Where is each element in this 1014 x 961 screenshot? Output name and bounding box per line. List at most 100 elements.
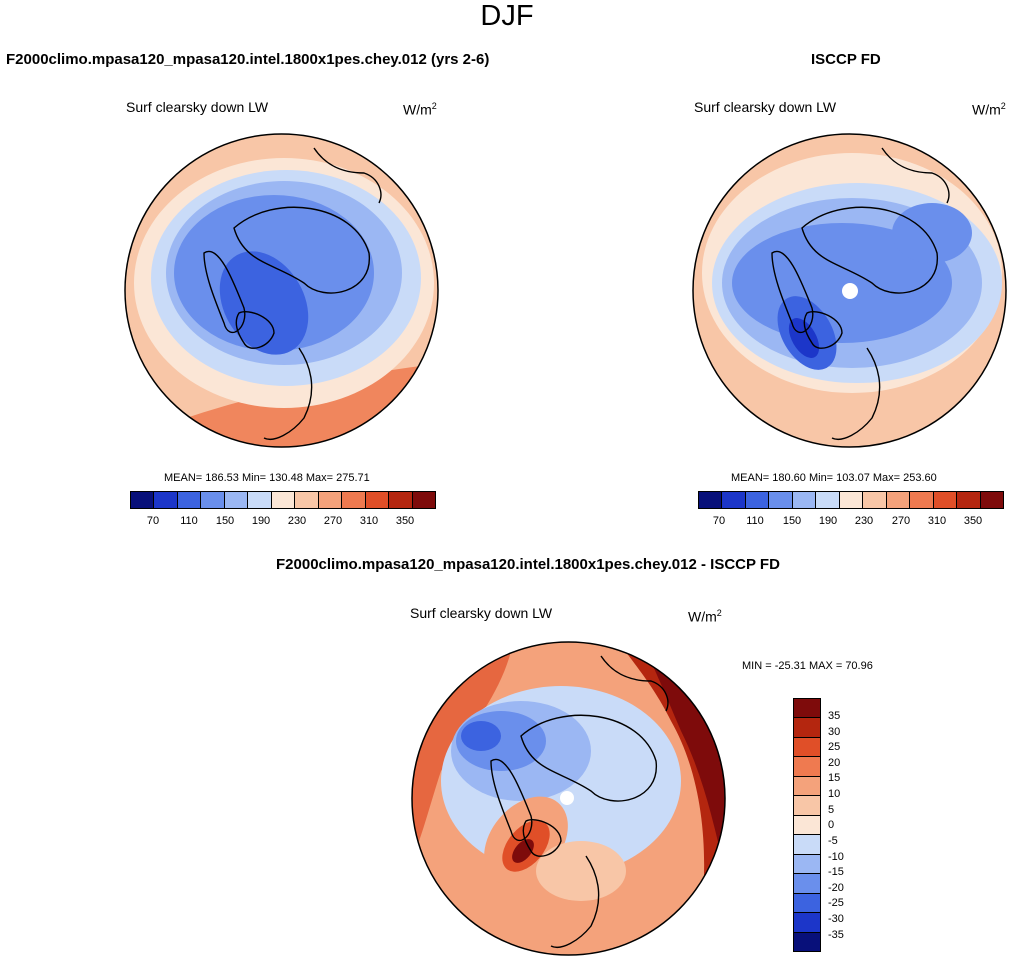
panel3-colorbar-bin bbox=[794, 737, 820, 758]
panel3-coast-europe bbox=[550, 855, 600, 948]
panel1-colorbar-bin bbox=[412, 492, 436, 508]
panel3-greenland-max bbox=[512, 839, 534, 863]
panel3-map-border bbox=[411, 641, 726, 956]
panel2-colorbar-bin bbox=[910, 492, 934, 508]
panel2-colorbar-bin bbox=[980, 492, 1004, 508]
panel1-tick-label: 270 bbox=[323, 515, 343, 527]
panel3-tick-label: 25 bbox=[828, 741, 841, 753]
panel3-colorbar-bin bbox=[794, 796, 820, 816]
panel3-europe-warm bbox=[536, 841, 626, 901]
panel2-map-border bbox=[692, 133, 1007, 448]
panel3-colorbar bbox=[793, 698, 821, 952]
panel3-colorbar-bin bbox=[794, 874, 820, 894]
panel1-coast-europe bbox=[263, 347, 313, 440]
panel3-colorbar-bin bbox=[794, 835, 820, 855]
panel3-tick-label: -35 bbox=[828, 929, 844, 941]
panel3-tick-label: 30 bbox=[828, 726, 841, 738]
panel2-colorbar-bin bbox=[745, 492, 770, 508]
panel3-colorbar-bin bbox=[794, 776, 820, 797]
panel1-tick-label: 70 bbox=[146, 515, 160, 527]
panel3-polar-map bbox=[411, 641, 726, 956]
panel2-tick-label: 230 bbox=[854, 515, 874, 527]
panel1-tick-label: 230 bbox=[287, 515, 307, 527]
panel1-colorbar-bin bbox=[318, 492, 343, 508]
panel2-tick-label: 310 bbox=[927, 515, 947, 527]
panel1-variable-label: Surf clearsky down LW bbox=[126, 99, 269, 115]
panel3-stats: MIN = -25.31 MAX = 70.96 bbox=[742, 660, 873, 672]
panel2-colorbar-bin bbox=[863, 492, 887, 508]
panel3-tick-label: 0 bbox=[828, 819, 835, 831]
panel3-coast-siberia bbox=[600, 655, 669, 712]
panel2-colorbar-bin bbox=[792, 492, 817, 508]
panel3-tick-label: -30 bbox=[828, 913, 844, 925]
panel3-colorbar-bin bbox=[794, 932, 820, 952]
panel3-coast-canada bbox=[490, 758, 533, 842]
panel3-colorbar-bin bbox=[794, 913, 820, 933]
panel2-colorbar-bin bbox=[957, 492, 981, 508]
panel3-colorbar-bin bbox=[794, 757, 820, 777]
panel2-stats: MEAN= 180.60 Min= 103.07 Max= 253.60 bbox=[731, 472, 937, 484]
panel1-tick-label: 190 bbox=[251, 515, 271, 527]
panel1-colorbar-bin bbox=[389, 492, 413, 508]
panel1-tick-label: 350 bbox=[395, 515, 415, 527]
panel1-colorbar-bin bbox=[131, 492, 155, 508]
figure-title: DJF bbox=[480, 0, 534, 32]
panel3-colorbar-bin bbox=[794, 854, 820, 875]
panel3-colorbar-bin bbox=[794, 699, 820, 719]
panel2-colorbar-bin bbox=[769, 492, 793, 508]
panel1-colorbar-bin bbox=[248, 492, 272, 508]
panel2-variable-label: Surf clearsky down LW bbox=[694, 99, 837, 115]
panel3-tick-label: -5 bbox=[828, 835, 838, 847]
panel2-tick-label: 70 bbox=[712, 515, 726, 527]
panel1-polar-map bbox=[124, 133, 439, 448]
panel2-coast-greenland bbox=[803, 311, 843, 349]
panel3-colorbar-bin bbox=[794, 893, 820, 914]
panel1-map-border bbox=[124, 133, 439, 448]
panel1-tick-label: 310 bbox=[359, 515, 379, 527]
panel3-tick-label: 5 bbox=[828, 804, 835, 816]
panel1-colorbar-bin bbox=[201, 492, 225, 508]
panel2-missing-pole bbox=[842, 283, 858, 299]
panel3-coast-arctic bbox=[520, 714, 657, 802]
panel3-title: F2000climo.mpasa120_mpasa120.intel.1800x… bbox=[276, 556, 780, 573]
panel2-coast-canada bbox=[771, 250, 814, 334]
panel2-colorbar-bin bbox=[816, 492, 840, 508]
panel2-colorbar-bin bbox=[699, 492, 723, 508]
panel1-colorbar-bin bbox=[271, 492, 296, 508]
panel2-units: W/m2 bbox=[972, 101, 1006, 118]
panel3-missing-pole bbox=[560, 791, 574, 805]
panel1-colorbar-bin bbox=[154, 492, 178, 508]
panel2-title: ISCCP FD bbox=[811, 51, 881, 68]
panel1-tick-label: 150 bbox=[215, 515, 235, 527]
panel3-tick-label: -25 bbox=[828, 897, 844, 909]
panel1-colorbar-bin bbox=[295, 492, 319, 508]
panel2-colorbar-bin bbox=[886, 492, 911, 508]
panel3-tick-label: 15 bbox=[828, 772, 841, 784]
panel1-stats: MEAN= 186.53 Min= 130.48 Max= 275.71 bbox=[164, 472, 370, 484]
panel2-colorbar-bin bbox=[933, 492, 958, 508]
panel3-tick-label: 35 bbox=[828, 710, 841, 722]
panel3-tick-label: 10 bbox=[828, 788, 841, 800]
panel1-coast-canada bbox=[203, 250, 246, 334]
panel1-coast-arctic bbox=[233, 206, 370, 294]
panel2-coast-arctic bbox=[801, 206, 938, 294]
panel2-pacific-low bbox=[892, 203, 972, 263]
panel3-negative-core bbox=[461, 721, 501, 751]
panel2-tick-label: 110 bbox=[746, 515, 764, 527]
panel1-colorbar-bin bbox=[342, 492, 366, 508]
panel3-units: W/m2 bbox=[688, 608, 722, 625]
panel3-tick-label: -20 bbox=[828, 882, 844, 894]
panel3-tick-label: 20 bbox=[828, 757, 841, 769]
panel2-coast-europe bbox=[831, 347, 881, 440]
panel2-greenland-min bbox=[788, 318, 820, 358]
panel1-colorbar-bin bbox=[224, 492, 249, 508]
panel3-tick-label: -10 bbox=[828, 851, 844, 863]
panel2-colorbar-bin bbox=[722, 492, 746, 508]
panel1-colorbar bbox=[130, 491, 436, 509]
panel2-tick-label: 190 bbox=[818, 515, 838, 527]
panel2-polar-map bbox=[692, 133, 1007, 448]
panel2-coast-siberia bbox=[881, 147, 950, 204]
panel1-coast-siberia bbox=[313, 147, 382, 204]
panel3-colorbar-bin bbox=[794, 815, 820, 836]
panel2-tick-label: 350 bbox=[963, 515, 983, 527]
